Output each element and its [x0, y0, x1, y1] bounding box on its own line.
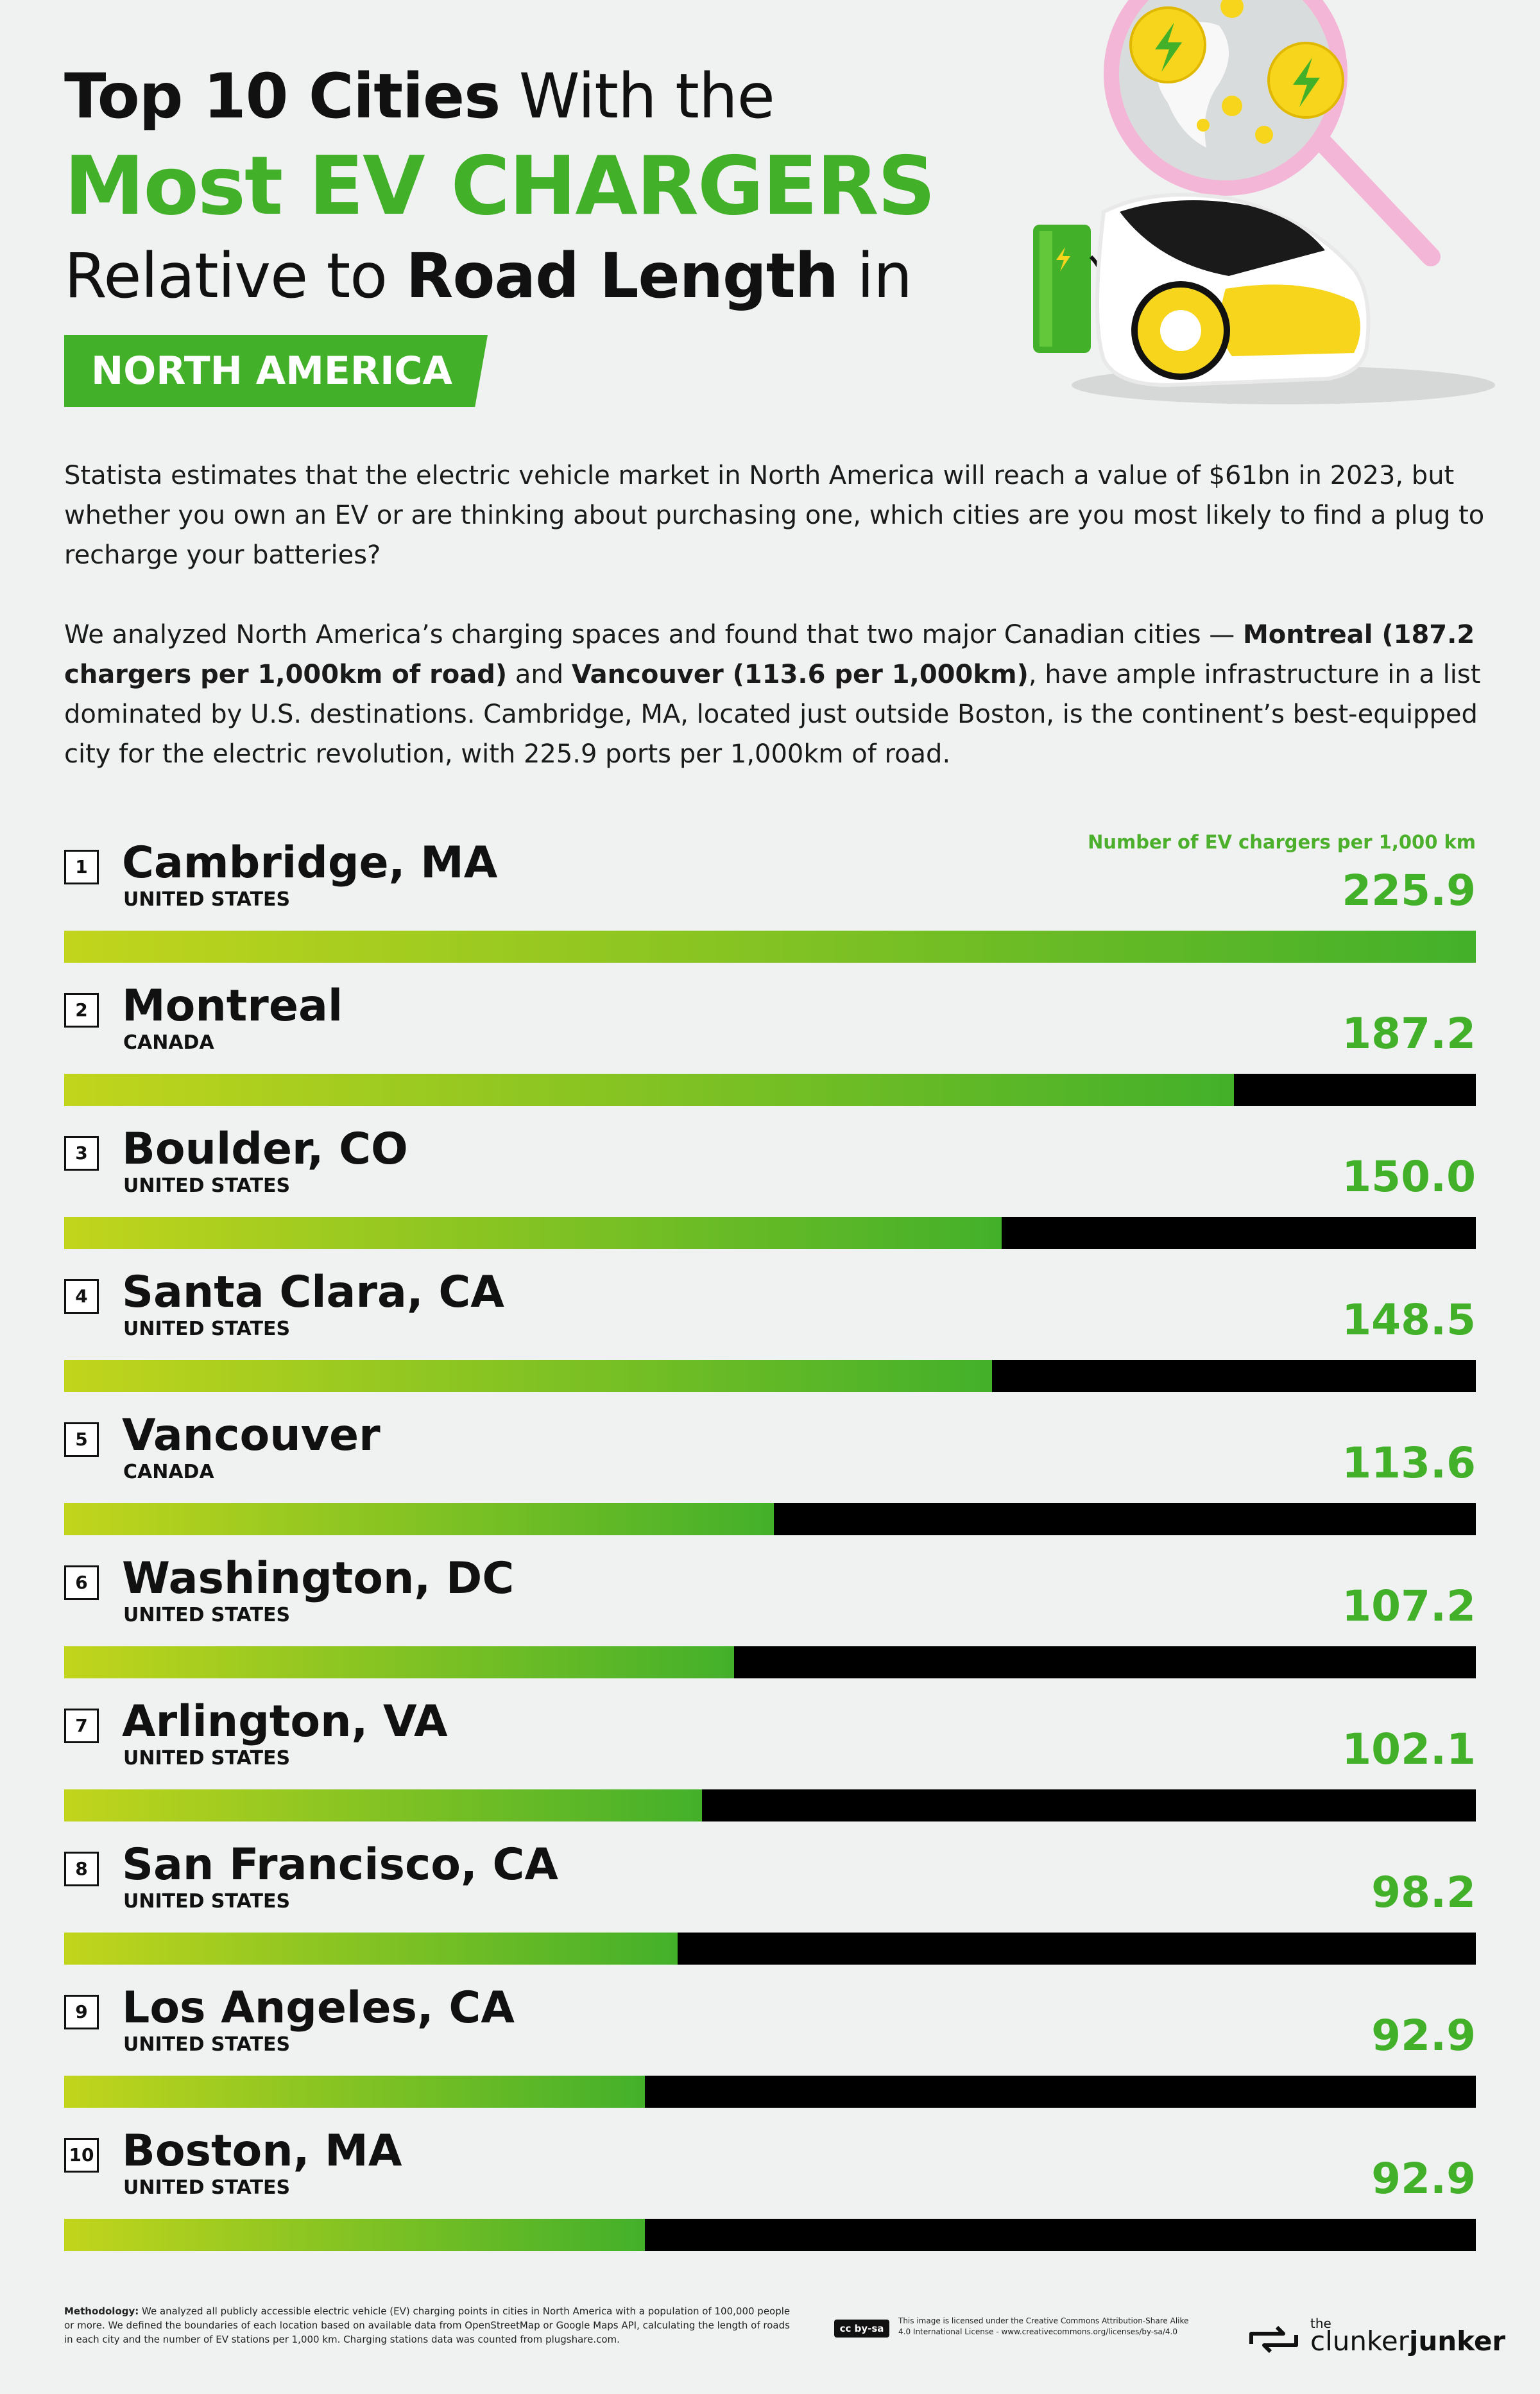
value-label: 92.9: [1371, 2154, 1476, 2203]
city-name: Santa Clara, CA: [122, 1267, 504, 1318]
bar-track: [64, 1646, 1476, 1678]
chart-row: 10 Boston, MA UNITED STATES 92.9: [64, 2123, 1476, 2257]
cc-license-icon: cc by-sa: [834, 2320, 889, 2338]
bar: [64, 1789, 702, 1821]
charging-map-pin-icon: [1129, 0, 1344, 144]
bar-track: [64, 1789, 1476, 1821]
bar: [64, 1933, 678, 1965]
recycle-arrows-icon: [1249, 2325, 1298, 2354]
country-label: UNITED STATES: [123, 888, 291, 911]
chart-row: 4 Santa Clara, CA UNITED STATES 148.5: [64, 1264, 1476, 1399]
bar: [64, 1360, 992, 1392]
bar-track: [64, 1360, 1476, 1392]
brand-logo: the clunkerjunker: [1245, 2316, 1505, 2357]
value-label: 148.5: [1342, 1295, 1476, 1345]
value-label: 187.2: [1342, 1009, 1476, 1058]
logo-wordmark: clunkerjunker: [1310, 2325, 1506, 2357]
city-name: San Francisco, CA: [122, 1839, 559, 1890]
value-label: 92.9: [1371, 2011, 1476, 2060]
title-line-3: Relative to Road Length in: [64, 240, 912, 312]
rank-badge: 10: [64, 2138, 99, 2173]
value-label: 113.6: [1342, 1438, 1476, 1488]
country-label: UNITED STATES: [123, 1175, 291, 1197]
country-label: UNITED STATES: [123, 1890, 291, 1913]
rank-badge: 1: [64, 850, 99, 884]
bar: [64, 1503, 774, 1535]
city-name: Vancouver: [122, 1410, 381, 1461]
intro-paragraph-1: Statista estimates that the electric veh…: [64, 461, 1485, 570]
rank-badge: 6: [64, 1565, 99, 1600]
bar-track: [64, 2076, 1476, 2108]
chart-row: 3 Boulder, CO UNITED STATES 150.0: [64, 1121, 1476, 1255]
country-label: UNITED STATES: [123, 1604, 291, 1626]
chart-row: 9 Los Angeles, CA UNITED STATES 92.9: [64, 1979, 1476, 2114]
hero-illustration: [1033, 0, 1495, 404]
page-title: Top 10 Cities With the Most EV CHARGERS …: [64, 58, 936, 314]
rank-badge: 4: [64, 1279, 99, 1314]
bar: [64, 931, 1476, 963]
title-line-1: Top 10 Cities With the: [64, 60, 775, 132]
city-name: Boulder, CO: [122, 1124, 408, 1175]
bar: [64, 1074, 1234, 1106]
chart-row: 7 Arlington, VA UNITED STATES 102.1: [64, 1693, 1476, 1828]
methodology-note: Methodology: We analyzed all publicly ac…: [64, 2305, 791, 2345]
city-name: Montreal: [122, 981, 343, 1031]
bar-track: [64, 2219, 1476, 2251]
title-highlight: Most EV CHARGERS: [64, 139, 936, 233]
region-banner: NORTH AMERICA: [64, 335, 488, 407]
value-label: 98.2: [1371, 1868, 1476, 1917]
city-name: Cambridge, MA: [122, 838, 498, 888]
chart-row: 2 Montreal CANADA 187.2: [64, 977, 1476, 1112]
country-label: UNITED STATES: [123, 1318, 291, 1340]
rank-badge: 2: [64, 993, 99, 1028]
region-label: NORTH AMERICA: [91, 349, 452, 393]
country-label: CANADA: [123, 1031, 214, 1054]
bar-track: [64, 1503, 1476, 1535]
rank-badge: 9: [64, 1995, 99, 2029]
value-label: 225.9: [1342, 866, 1476, 915]
country-label: UNITED STATES: [123, 2033, 291, 2056]
bar-track: [64, 931, 1476, 963]
chart-row: 8 San Francisco, CA UNITED STATES 98.2: [64, 1836, 1476, 1971]
city-name: Boston, MA: [122, 2126, 402, 2176]
bar-track: [64, 1933, 1476, 1965]
bar: [64, 1217, 1002, 1249]
chart-row: 1 Cambridge, MA UNITED STATES 225.9: [64, 834, 1476, 969]
value-label: 150.0: [1342, 1152, 1476, 1201]
bar: [64, 2076, 645, 2108]
city-name: Washington, DC: [122, 1553, 515, 1604]
chart-row: 5 Vancouver CANADA 113.6: [64, 1407, 1476, 1542]
country-label: UNITED STATES: [123, 2176, 291, 2199]
value-label: 102.1: [1342, 1725, 1476, 1774]
bar: [64, 2219, 645, 2251]
country-label: CANADA: [123, 1461, 214, 1483]
value-label: 107.2: [1342, 1581, 1476, 1631]
logo-prefix: the: [1310, 2316, 1331, 2331]
chart-row: 6 Washington, DC UNITED STATES 107.2: [64, 1550, 1476, 1685]
ev-car-icon: [1072, 193, 1495, 404]
value-axis-label: Number of EV chargers per 1,000 km: [1088, 831, 1476, 853]
intro-paragraph-2: We analyzed North America’s charging spa…: [64, 620, 1481, 769]
bar-track: [64, 1217, 1476, 1249]
rank-badge: 7: [64, 1709, 99, 1743]
country-label: UNITED STATES: [123, 1747, 291, 1770]
bar: [64, 1646, 734, 1678]
rank-badge: 8: [64, 1852, 99, 1886]
city-name: Los Angeles, CA: [122, 1983, 515, 2033]
city-name: Arlington, VA: [122, 1696, 448, 1747]
rank-badge: 5: [64, 1422, 99, 1457]
bar-track: [64, 1074, 1476, 1106]
license-text: This image is licensed under the Creativ…: [898, 2316, 1189, 2336]
rank-badge: 3: [64, 1136, 99, 1171]
